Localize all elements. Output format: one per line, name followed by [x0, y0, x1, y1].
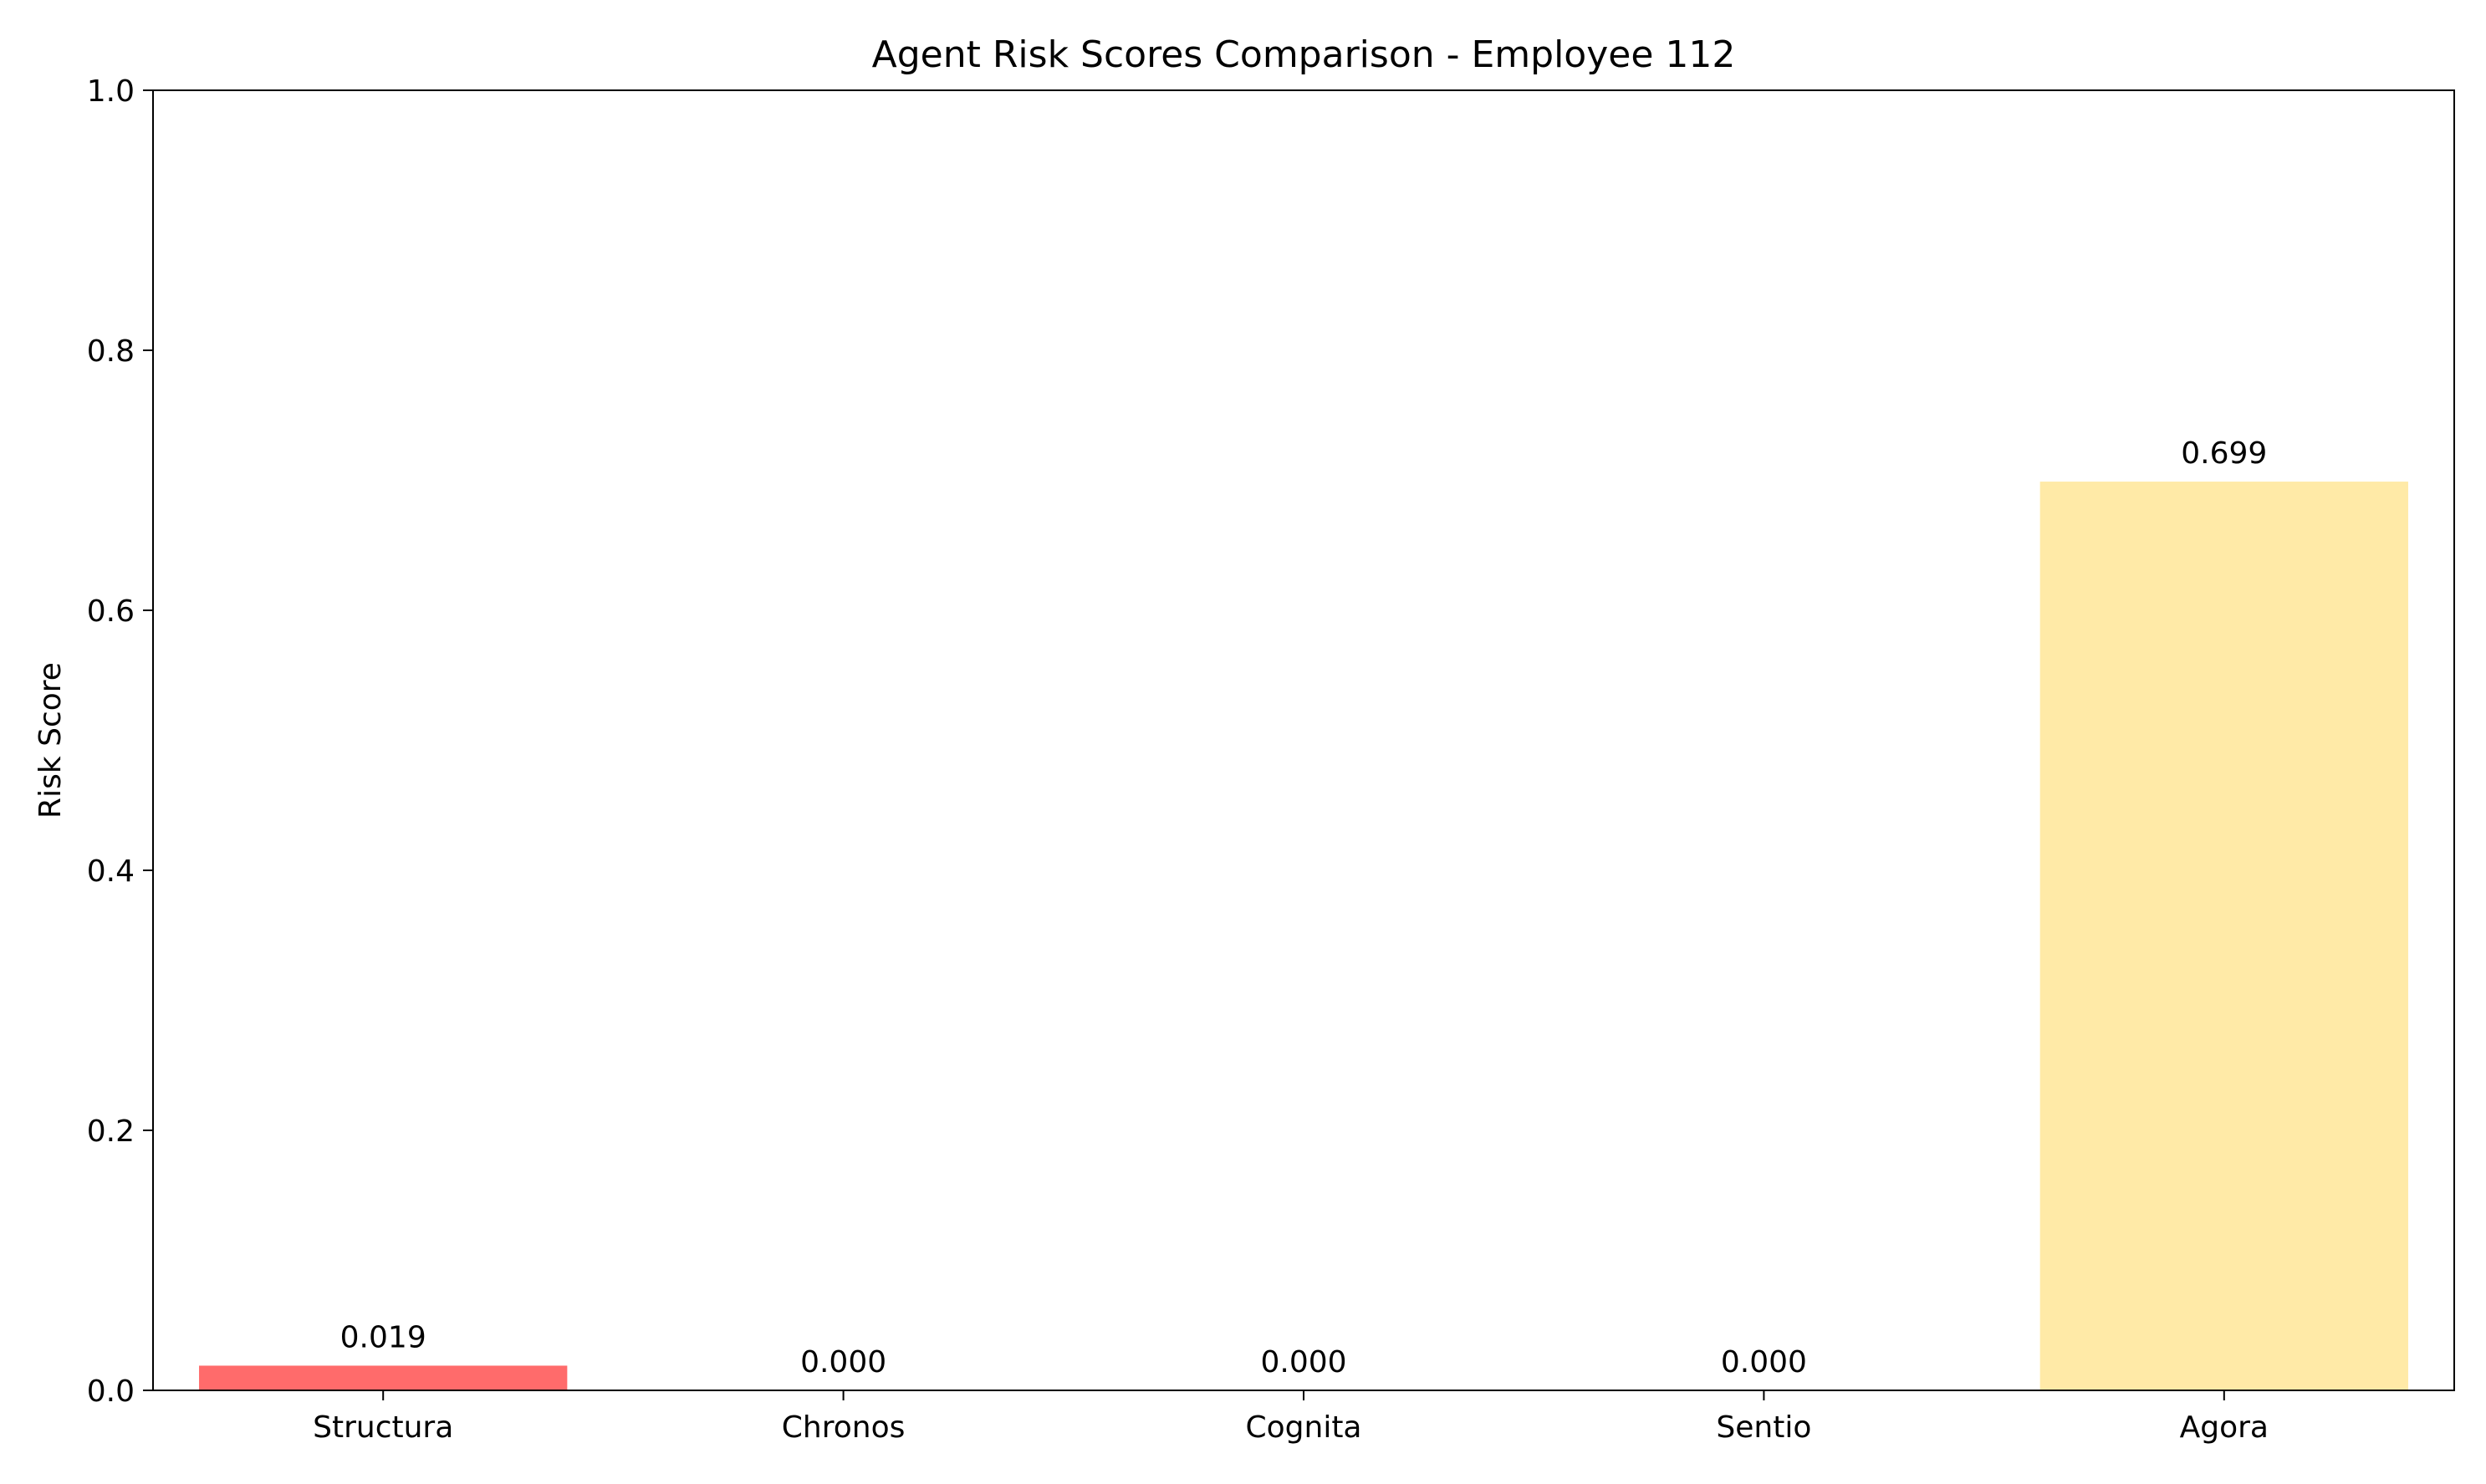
y-axis-label: Risk Score: [33, 662, 68, 818]
x-tick-label-agora: Agora: [2180, 1410, 2269, 1445]
chart-title: Agent Risk Scores Comparison - Employee …: [872, 33, 1736, 76]
data-label-cognita: 0.000: [1260, 1345, 1346, 1379]
data-label-structura: 0.019: [340, 1320, 426, 1354]
y-tick-label: 0.6: [87, 594, 135, 629]
x-tick-label-chronos: Chronos: [782, 1410, 906, 1445]
y-tick-label: 0.2: [87, 1114, 135, 1149]
data-label-chronos: 0.000: [800, 1345, 886, 1379]
plot-frame: [152, 89, 2455, 1391]
plot-area: 0.019 Structura 0.000 Chronos 0.000 Cognita 0.…: [87, 74, 2455, 1445]
data-label-sentio: 0.000: [1721, 1345, 1807, 1379]
x-tick-label-sentio: Sentio: [1716, 1410, 1811, 1445]
y-tick-label: 0.0: [87, 1374, 135, 1409]
data-label-agora: 0.699: [2181, 436, 2267, 471]
y-tick-label: 0.8: [87, 334, 135, 369]
y-tick-label: 0.4: [87, 854, 135, 889]
y-tick-label: 1.0: [87, 74, 135, 109]
bar-structura: [199, 1365, 568, 1390]
bar-agora: [2039, 482, 2408, 1391]
x-tick-label-cognita: Cognita: [1245, 1410, 1361, 1445]
x-tick-label-structura: Structura: [313, 1410, 453, 1445]
